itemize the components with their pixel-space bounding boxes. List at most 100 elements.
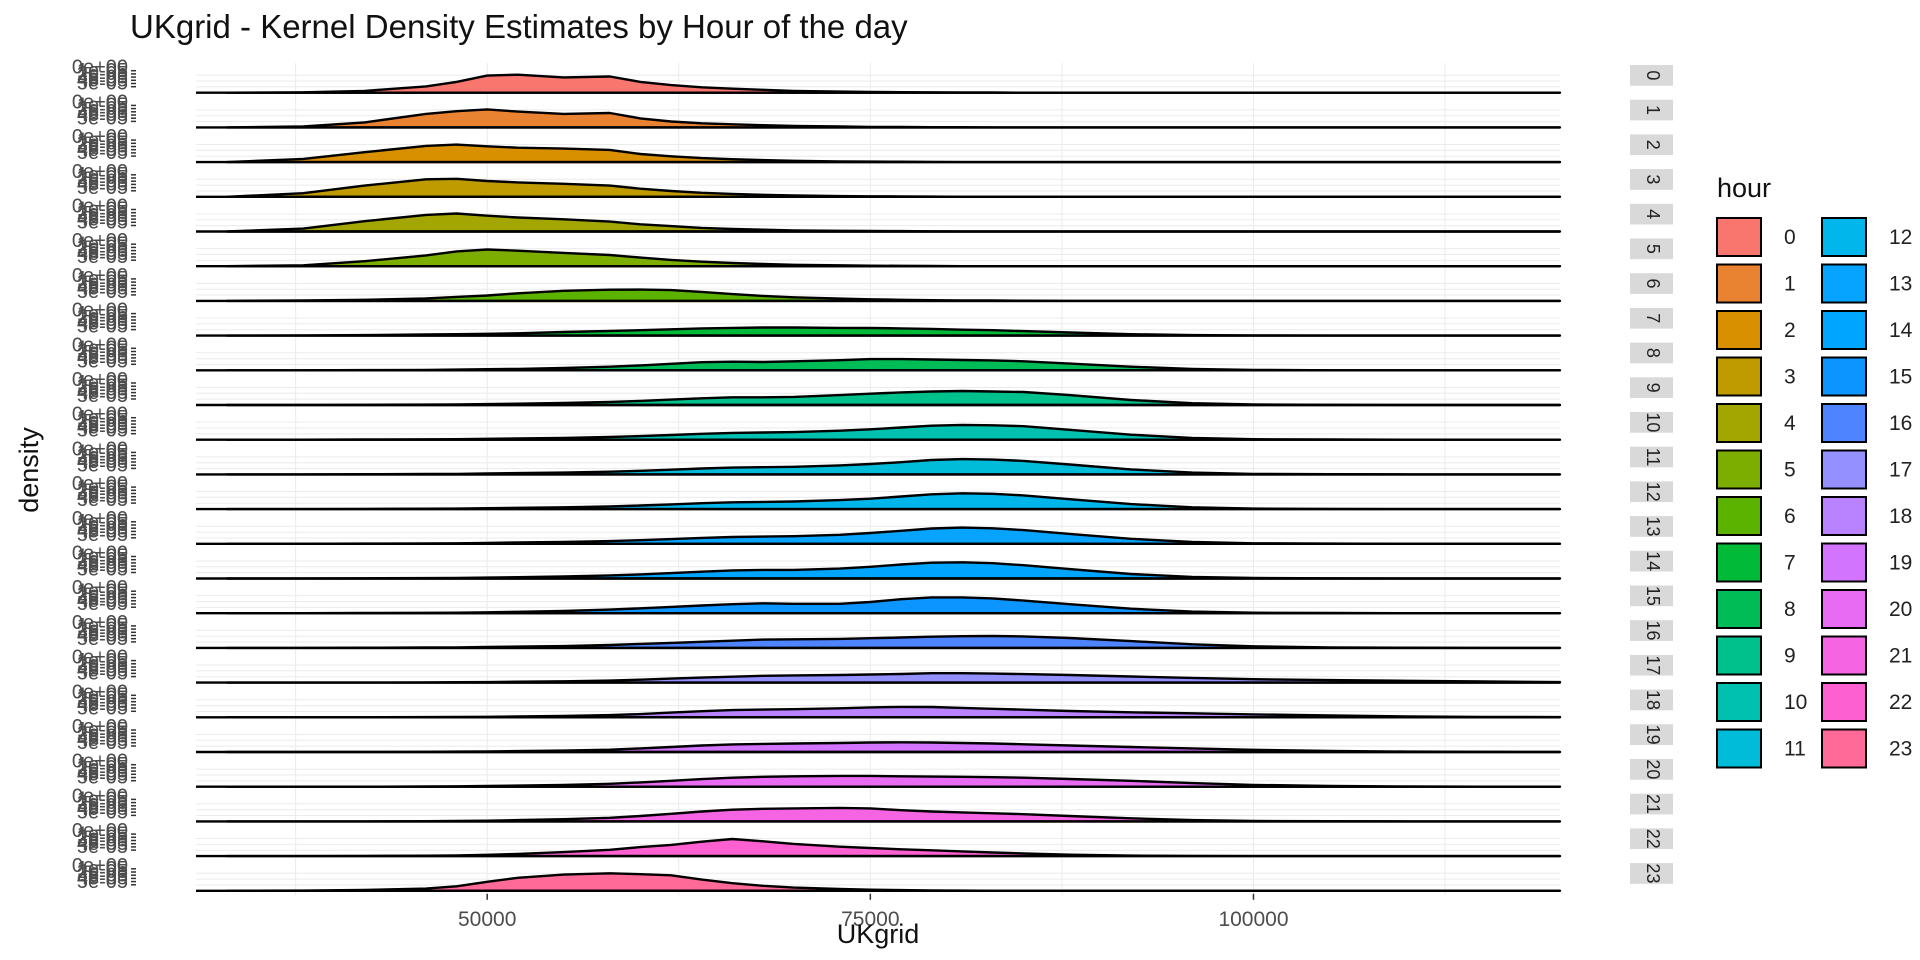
y-tick-label: 1e-05 <box>77 754 128 776</box>
facet-strip-label: 11 <box>1643 448 1663 467</box>
facet-strip <box>1630 134 1673 156</box>
legend-swatch <box>1716 403 1762 443</box>
y-tick-label: 4e-05 <box>77 521 128 543</box>
y-tick-label: 4e-05 <box>77 555 128 577</box>
y-tick-label: 1e-05 <box>77 789 128 811</box>
legend-label: 22 <box>1889 691 1912 714</box>
y-tick-label: 4e-05 <box>77 694 128 716</box>
y-tick-label: 2e-05 <box>77 63 128 85</box>
y-tick-label: 0e+00 <box>72 647 128 669</box>
y-tick-label: 2e-05 <box>77 653 128 675</box>
density-area-hour-7 <box>225 326 1562 337</box>
y-tick-label: 0e+00 <box>72 404 128 426</box>
legend-item-15: 15 <box>1821 356 1912 397</box>
facet-strip <box>1630 203 1673 225</box>
y-tick-label: 5e-05 <box>77 454 128 476</box>
legend-item-2: 2 <box>1716 310 1796 350</box>
y-tick-label: 2e-05 <box>77 792 128 814</box>
facet-strip <box>1630 516 1673 537</box>
y-tick-label: 0e+00 <box>72 716 128 738</box>
y-tick-label: 5e-05 <box>77 420 128 442</box>
y-tick-label: 2e-05 <box>77 861 128 883</box>
y-tick-label: 4e-05 <box>77 868 128 890</box>
legend-item-7: 7 <box>1716 542 1796 583</box>
y-tick-label: 0e+00 <box>72 612 128 634</box>
facet-strip <box>1630 585 1673 607</box>
y-tick-label: 2e-05 <box>77 827 128 849</box>
y-tick-label: 3e-05 <box>77 205 128 227</box>
y-tick-label: 4e-05 <box>77 417 128 439</box>
y-tick-label: 0e+00 <box>72 300 128 322</box>
legend-swatch <box>1716 589 1762 629</box>
legend-label: 1 <box>1784 273 1796 296</box>
y-tick-label: 5e-05 <box>77 628 128 650</box>
facet-strip-label: 5 <box>1643 244 1663 254</box>
y-tick-label: 2e-05 <box>77 98 128 120</box>
y-tick-label: 1e-05 <box>77 60 128 82</box>
y-axis-title: density <box>14 427 44 513</box>
legend-swatch <box>1821 449 1867 490</box>
y-tick-label: 0e+00 <box>72 161 128 183</box>
y-tick-label: 3e-05 <box>77 66 128 88</box>
legend-label: 0 <box>1784 226 1796 249</box>
y-tick-label: 0e+00 <box>72 230 128 252</box>
facet-strip-label: 2 <box>1643 140 1663 150</box>
facet-strip-label: 23 <box>1643 863 1663 883</box>
legend-swatch <box>1821 728 1867 769</box>
legend-item-20: 20 <box>1821 589 1912 629</box>
legend-item-3: 3 <box>1716 356 1796 397</box>
y-tick-label: 0e+00 <box>72 57 128 79</box>
facet-strip <box>1630 724 1673 745</box>
legend-label: 7 <box>1784 552 1796 575</box>
density-area-hour-14 <box>225 561 1562 580</box>
legend-label: 12 <box>1889 226 1912 249</box>
y-tick-label: 3e-05 <box>77 864 128 886</box>
facet-strip-label: 10 <box>1643 412 1663 432</box>
facet-strip <box>1630 377 1673 398</box>
y-tick-label: 5e-05 <box>77 142 128 164</box>
x-axis: 50000 75000 100000 <box>458 893 1289 931</box>
y-tick-label: 5e-05 <box>77 107 128 129</box>
legend-item-9: 9 <box>1716 635 1796 676</box>
facet-strip <box>1630 654 1673 676</box>
y-tick-label: 5e-05 <box>77 316 128 338</box>
legend: hour 01234567891011121314151617181920212… <box>1716 173 1913 769</box>
facet-strip <box>1630 342 1673 364</box>
facet-strip-label: 15 <box>1643 586 1663 606</box>
density-area-hour-17 <box>225 672 1562 684</box>
grid-lines <box>295 63 1446 896</box>
y-tick-label: 1e-05 <box>77 511 128 533</box>
legend-swatch <box>1821 542 1867 583</box>
y-tick-label: 0e+00 <box>72 369 128 391</box>
facet-strip <box>1630 412 1673 433</box>
legend-swatch <box>1716 217 1762 257</box>
y-tick-label: 0e+00 <box>72 785 128 807</box>
y-tick-label: 2e-05 <box>77 549 128 571</box>
y-tick-label: 1e-05 <box>77 719 128 741</box>
y-tick-label: 1e-05 <box>77 858 128 880</box>
facet-strip-label: 6 <box>1643 279 1663 289</box>
facet-strip-label: 12 <box>1643 482 1663 502</box>
legend-item-14: 14 <box>1821 310 1913 350</box>
legend-label: 9 <box>1784 645 1796 668</box>
facet-strip-label: 0 <box>1643 70 1663 80</box>
legend-swatch <box>1716 310 1762 350</box>
legend-swatch <box>1821 263 1867 304</box>
y-tick-label: 5e-05 <box>77 871 128 893</box>
y-tick-label: 1e-05 <box>77 476 128 498</box>
y-tick-label: 0e+00 <box>72 334 128 356</box>
y-tick-label: 3e-05 <box>77 379 128 401</box>
y-tick-label: 0e+00 <box>72 855 128 877</box>
y-tick-label: 4e-05 <box>77 139 128 161</box>
y-tick-label: 3e-05 <box>77 275 128 297</box>
y-tick-label: 2e-05 <box>77 445 128 467</box>
facet-strip-label: 19 <box>1643 725 1663 745</box>
legend-label: 8 <box>1784 598 1796 621</box>
